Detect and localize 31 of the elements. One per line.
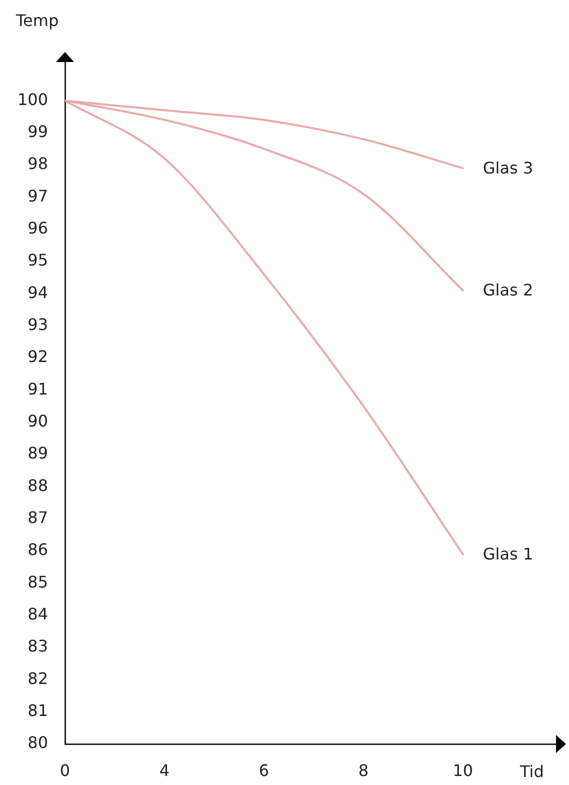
y-tick-label: 99 [28,122,48,141]
y-tick-label: 96 [28,218,48,238]
series-label: Glas 3 [482,158,534,178]
y-tick-label: 90 [28,411,48,430]
y-tick-label: 98 [28,154,48,174]
y-tick-label: 92 [28,347,48,366]
y-tick-label: 80 [28,733,48,752]
y-tick-label: 100 [17,90,48,109]
y-tick-label: 88 [28,476,48,495]
series-label: Glas 2 [482,280,534,300]
y-tick-label: 86 [28,540,48,560]
y-tick-label: 91 [28,379,48,398]
y-tick-label: 93 [28,314,48,334]
x-tick-label: 8 [358,760,369,780]
y-tick-label: 83 [28,636,48,656]
x-tick-label: 0 [60,760,70,780]
y-axis-title: Temp [15,11,59,30]
y-tick-label: 94 [28,282,48,302]
y-tick-label: 84 [28,604,48,624]
x-tick-label: 10 [452,760,474,780]
y-tick-label: 89 [28,444,48,463]
y-tick-label: 81 [28,700,48,720]
y-tick-label: 85 [28,572,48,592]
x-tick-label: 4 [159,760,170,780]
y-tick-label: 87 [28,508,48,527]
series-label: Glas 1 [482,544,534,564]
x-axis-title: Tid [519,762,544,782]
y-tick-label: 95 [28,250,48,270]
y-tick-label: 97 [28,186,48,206]
x-tick-label: 6 [258,760,270,780]
y-tick-label: 82 [28,668,48,688]
